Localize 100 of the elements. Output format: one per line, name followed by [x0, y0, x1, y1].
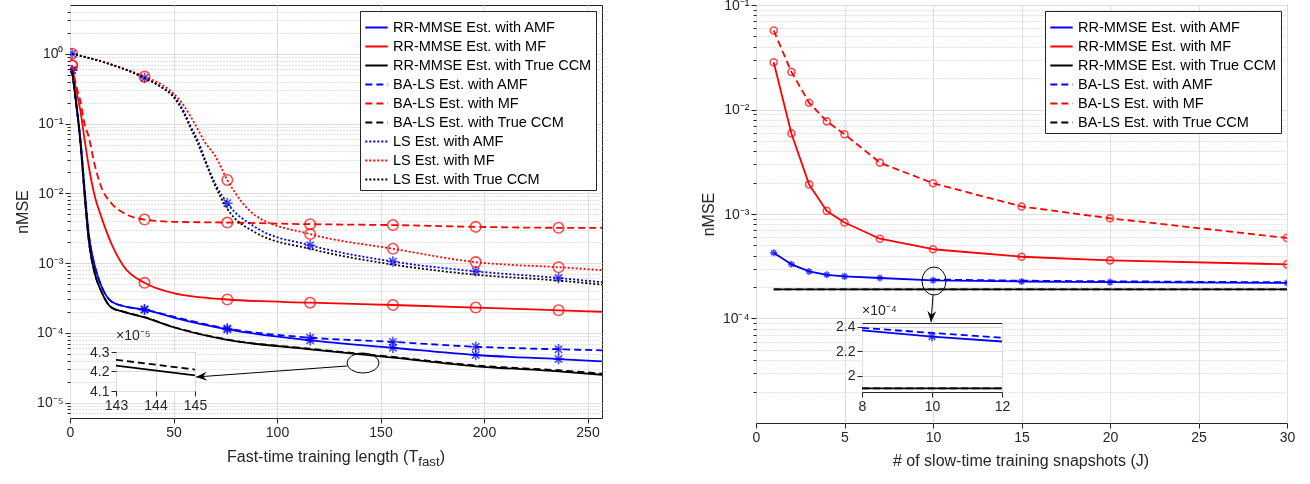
x-tick-label: 5	[841, 428, 850, 445]
point	[875, 158, 885, 167]
y-tick-label: 10⁻¹	[724, 0, 750, 13]
annotation: ×10⁻⁴	[862, 301, 897, 318]
legend-label: RR-MMSE Est. with AMF	[393, 18, 556, 35]
point	[928, 244, 938, 254]
x-tick-label: 50	[166, 423, 182, 440]
point	[787, 67, 796, 77]
legend-label: LS Est. with True CCM	[393, 170, 540, 187]
legend-label: RR-MMSE Est. with True CCM	[1078, 56, 1277, 73]
point	[469, 220, 482, 233]
y-tick-label: 10⁻⁴	[722, 310, 750, 326]
legend-label: RR-MMSE Est. with AMF	[1078, 18, 1241, 35]
point	[787, 129, 796, 138]
point	[804, 267, 814, 276]
x-tick-label: 12	[994, 397, 1011, 414]
point	[304, 228, 317, 241]
x-tick-label: 8	[858, 397, 867, 414]
y-axis-title: nMSE	[13, 190, 31, 234]
point	[804, 180, 814, 189]
point	[552, 343, 565, 356]
point	[138, 213, 151, 226]
point	[138, 276, 151, 289]
y-tick-label: 10⁻³	[724, 205, 750, 222]
point	[552, 261, 565, 274]
x-tick-label: 0	[66, 423, 75, 440]
x-tick-label: 20	[1102, 428, 1119, 445]
y-tick-label: 2.2	[836, 342, 856, 359]
point	[769, 26, 779, 35]
point	[469, 265, 482, 278]
y-tick-label: 10⁻⁵	[37, 394, 64, 411]
point	[386, 255, 399, 268]
x-tick-label: 25	[1191, 428, 1207, 445]
point	[386, 298, 399, 312]
x-tick-label: 200	[472, 423, 497, 440]
legend-label: RR-MMSE Est. with True CCM	[393, 56, 592, 73]
point	[221, 293, 234, 306]
point	[787, 259, 796, 269]
point	[304, 239, 317, 252]
point	[1017, 277, 1026, 286]
x-tick-label: 0	[752, 428, 761, 445]
point	[386, 242, 399, 255]
legend-label: BA-LS Est. with MF	[1078, 94, 1204, 111]
point	[552, 271, 565, 285]
y-tick-label: 4.1	[90, 382, 110, 399]
point	[822, 270, 832, 280]
point	[221, 197, 234, 210]
x-tick-label: 10	[924, 397, 941, 414]
annotation: ×10⁻⁵	[116, 327, 151, 343]
legend-label: BA-LS Est. with AMF	[393, 75, 528, 92]
point	[304, 296, 317, 309]
legend-label: RR-MMSE Est. with MF	[393, 37, 547, 54]
point	[386, 335, 399, 348]
point	[469, 348, 482, 362]
y-tick-label: 10⁻⁴	[36, 324, 64, 341]
point	[804, 98, 814, 108]
x-tick-label: 143	[104, 396, 129, 413]
point	[304, 218, 317, 231]
y-tick-label: 10⁰	[42, 45, 64, 62]
y-tick-label: 10⁻³	[38, 254, 64, 271]
x-tick-label: 144	[144, 396, 168, 413]
x-axis-title: Fast-time training length (T$_{fast}$)	[227, 448, 445, 470]
point	[552, 304, 565, 317]
y-axis-title: nMSE	[699, 192, 717, 237]
x-tick-label: 15	[1014, 428, 1030, 445]
x-tick-label: 30	[1279, 428, 1296, 445]
point	[469, 340, 482, 353]
point	[875, 234, 885, 244]
point	[552, 221, 565, 234]
point	[469, 256, 482, 269]
legend-label: LS Est. with MF	[393, 151, 495, 168]
legend-label: LS Est. with AMF	[393, 132, 504, 149]
y-tick-label: 2.4	[836, 318, 856, 335]
point	[822, 117, 832, 126]
x-tick-label: 250	[576, 423, 600, 440]
legend-label: BA-LS Est. with AMF	[1078, 75, 1213, 92]
y-tick-label: 10⁻¹	[38, 115, 64, 132]
point	[840, 218, 849, 227]
y-tick-label: 10⁻²	[38, 184, 64, 201]
y-tick-label: 2	[847, 367, 856, 384]
x-tick-label: 10	[925, 428, 942, 445]
x-tick-label: 150	[369, 423, 393, 440]
x-tick-label: 100	[265, 423, 290, 440]
legend-label: BA-LS Est. with True CCM	[1078, 113, 1249, 130]
point	[840, 272, 849, 281]
point	[1105, 256, 1115, 265]
point	[822, 206, 832, 216]
y-tick-label: 10⁻²	[724, 101, 750, 117]
point	[1105, 213, 1115, 223]
point	[221, 173, 234, 187]
y-tick-label: 4.2	[90, 363, 110, 379]
point	[840, 129, 849, 139]
legend-label: RR-MMSE Est. with MF	[1078, 37, 1232, 54]
point	[928, 178, 938, 188]
x-tick-label: 145	[183, 396, 208, 413]
point	[221, 216, 234, 229]
y-tick-label: 4.3	[90, 343, 110, 360]
point	[1017, 252, 1026, 262]
point	[386, 219, 399, 232]
legend-label: BA-LS Est. with MF	[393, 94, 519, 111]
